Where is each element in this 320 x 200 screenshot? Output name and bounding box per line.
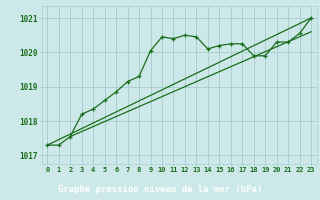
Text: Graphe pression niveau de la mer (hPa): Graphe pression niveau de la mer (hPa) bbox=[58, 185, 262, 194]
